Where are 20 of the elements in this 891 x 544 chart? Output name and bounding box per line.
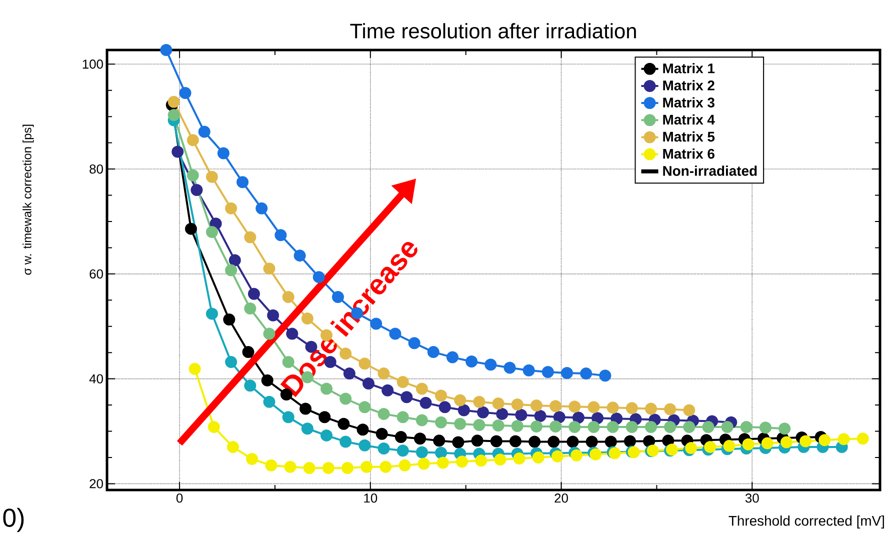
y-tick-label: 20 bbox=[90, 479, 103, 488]
x-tick-label: 30 bbox=[745, 494, 759, 503]
x-tick-label: 10 bbox=[364, 494, 378, 503]
legend-label: Matrix 5 bbox=[663, 131, 715, 142]
legend-label: Matrix 3 bbox=[663, 97, 714, 108]
y-tick-label: 40 bbox=[89, 374, 103, 384]
x-axis-title: Threshold corrected [mV] bbox=[728, 516, 884, 528]
x-tick-label: 20 bbox=[554, 494, 568, 503]
text: 0) bbox=[3, 508, 24, 532]
y-axis-title: σ w. timewalk correction [ps] bbox=[22, 124, 34, 275]
y-tick-label: 100 bbox=[82, 60, 103, 69]
legend-label: Matrix 2 bbox=[663, 80, 714, 90]
legend-label: Matrix 6 bbox=[663, 148, 714, 159]
legend-label: Matrix 1 bbox=[663, 63, 715, 74]
y-tick-label: 60 bbox=[90, 269, 103, 278]
annotation: Non-irradiated bbox=[663, 166, 757, 176]
y-tick-label: 80 bbox=[90, 164, 103, 174]
chart-title: Time resolution after irradiation bbox=[350, 23, 636, 38]
x-tick-label: 0 bbox=[176, 494, 183, 503]
legend-label: Matrix 4 bbox=[663, 114, 715, 125]
